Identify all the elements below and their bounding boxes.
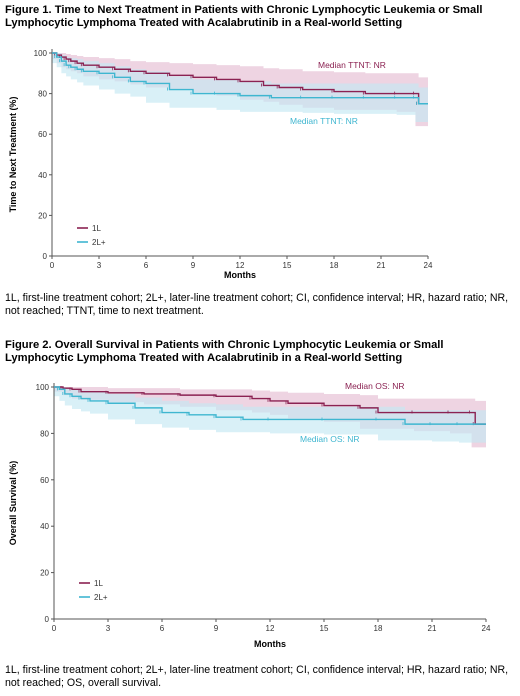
figure2-title: Figure 2. Overall Survival in Patients w… bbox=[5, 339, 444, 364]
y-tick-label: 80 bbox=[38, 90, 47, 99]
x-tick-label: 12 bbox=[266, 624, 275, 633]
y-tick-label: 0 bbox=[43, 252, 48, 261]
y-tick-label: 60 bbox=[40, 476, 49, 485]
series-line-2lplus bbox=[52, 52, 428, 105]
legend-label-2lplus: 2L+ bbox=[92, 238, 106, 247]
series-line-1l bbox=[52, 52, 428, 105]
y-axis-label: Time to Next Treatment (%) bbox=[8, 97, 18, 213]
x-tick-label: 24 bbox=[424, 261, 433, 270]
legend-label-1l: 1L bbox=[92, 224, 101, 233]
ci-band-2lplus bbox=[54, 387, 486, 443]
figure1-chart: 0 20 40 60 80 100 0 3 6 9 12 15 18 21 24 Months Time to … bbox=[8, 49, 433, 280]
series-line-1l bbox=[54, 386, 486, 425]
x-tick-label: 12 bbox=[236, 261, 245, 270]
x-tick-label: 15 bbox=[320, 624, 329, 633]
legend-label-1l: 1L bbox=[94, 579, 103, 588]
y-tick-label: 80 bbox=[40, 429, 49, 438]
figure2-chart: 0 20 40 60 80 100 0 3 6 9 12 15 18 21 24 Months Overall … bbox=[8, 381, 491, 649]
x-tick-label: 9 bbox=[214, 624, 219, 633]
y-tick-label: 40 bbox=[40, 522, 49, 531]
x-tick-label: 18 bbox=[330, 261, 339, 270]
x-tick-label: 6 bbox=[160, 624, 165, 633]
figure2-caption: 1L, first-line treatment cohort; 2L+, la… bbox=[5, 664, 509, 689]
y-tick-label: 0 bbox=[45, 615, 50, 624]
figure1-caption: 1L, first-line treatment cohort; 2L+, la… bbox=[5, 292, 509, 317]
legend-label-2lplus: 2L+ bbox=[94, 593, 108, 602]
y-tick-label: 60 bbox=[38, 130, 47, 139]
x-tick-label: 18 bbox=[374, 624, 383, 633]
series-line-2lplus bbox=[54, 386, 486, 425]
x-axis-label: Months bbox=[224, 270, 256, 280]
x-tick-label: 21 bbox=[377, 261, 386, 270]
x-tick-label: 15 bbox=[283, 261, 292, 270]
x-tick-label: 0 bbox=[50, 261, 55, 270]
median-annotation: Median OS: NR bbox=[345, 381, 405, 391]
x-tick-label: 21 bbox=[428, 624, 437, 633]
y-tick-label: 100 bbox=[34, 49, 48, 58]
x-tick-label: 0 bbox=[52, 624, 57, 633]
x-axis-label: Months bbox=[254, 639, 286, 649]
y-tick-label: 20 bbox=[38, 211, 47, 220]
x-tick-label: 3 bbox=[97, 261, 102, 270]
x-tick-label: 3 bbox=[106, 624, 111, 633]
figure1-title: Figure 1. Time to Next Treatment in Pati… bbox=[5, 4, 483, 29]
median-annotation: Median OS: NR bbox=[300, 434, 360, 444]
y-tick-label: 100 bbox=[36, 383, 50, 392]
y-axis-label: Overall Survival (%) bbox=[8, 461, 18, 546]
x-tick-label: 24 bbox=[482, 624, 491, 633]
y-tick-label: 40 bbox=[38, 171, 47, 180]
median-annotation: Median TTNT: NR bbox=[318, 60, 386, 70]
ci-band-2lplus bbox=[52, 53, 428, 123]
median-annotation: Median TTNT: NR bbox=[290, 116, 358, 126]
x-tick-label: 9 bbox=[191, 261, 196, 270]
x-tick-label: 6 bbox=[144, 261, 149, 270]
y-tick-label: 20 bbox=[40, 569, 49, 578]
